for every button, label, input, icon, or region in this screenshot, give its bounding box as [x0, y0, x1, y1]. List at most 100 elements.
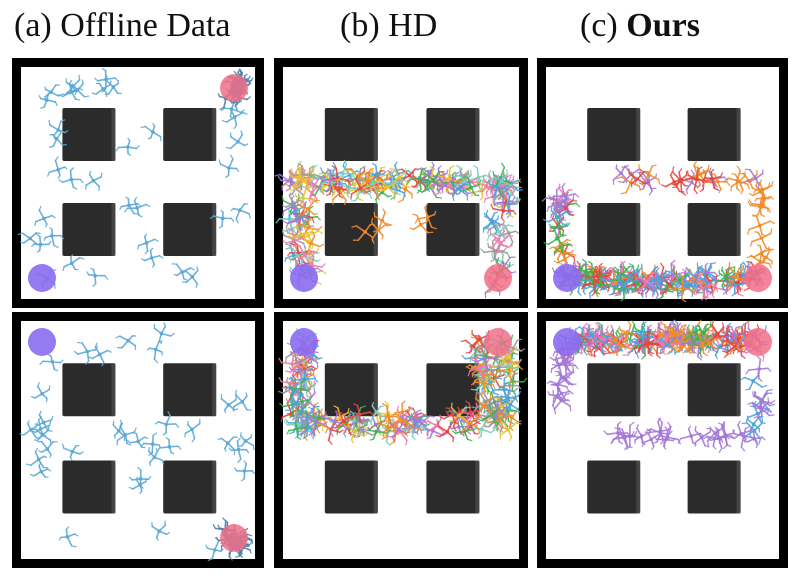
- robot-trajectory-sample: [156, 437, 182, 455]
- robot-trajectory-sample: [747, 214, 776, 237]
- robot-trajectory-sample: [379, 415, 399, 440]
- column-title-hd: (b) HD: [340, 2, 437, 50]
- robot-trajectory-sample: [500, 392, 520, 415]
- robot-trajectory-sample: [351, 223, 375, 242]
- robot-trajectory-sample: [346, 403, 375, 425]
- robot-trajectory-sample: [699, 333, 724, 350]
- robot-trajectory-sample: [493, 190, 516, 213]
- robot-trajectory-sample: [154, 410, 180, 436]
- robot-trajectory-sample: [43, 227, 64, 249]
- robot-trajectory-sample: [347, 420, 369, 444]
- obstacle-block: [163, 108, 217, 161]
- robot-trajectory-sample: [136, 233, 159, 255]
- obstacle-block: [426, 203, 480, 256]
- robot-trajectory-sample: [496, 348, 521, 365]
- robot-trajectory-sample: [153, 322, 175, 345]
- robot-trajectory-sample: [184, 418, 201, 443]
- robot-trajectory-sample: [435, 175, 459, 192]
- robot-trajectory-sample: [30, 382, 51, 403]
- robot-trajectory-sample: [182, 266, 199, 288]
- obstacle-block: [163, 203, 217, 256]
- robot-trajectory-sample: [546, 372, 570, 399]
- obstacles: [62, 108, 217, 256]
- start-marker: [28, 264, 56, 292]
- robot-trajectory-sample: [615, 421, 644, 450]
- robot-trajectory-sample: [634, 424, 652, 446]
- robot-trajectory-sample: [754, 187, 774, 210]
- robot-trajectory-sample: [37, 440, 58, 458]
- robot-trajectory-sample: [589, 272, 613, 298]
- robot-trajectory-sample: [47, 156, 68, 179]
- robot-trajectory-sample: [91, 80, 112, 98]
- maze-frame: [12, 58, 264, 308]
- robot-trajectory-sample: [221, 107, 248, 129]
- obstacle-block: [687, 460, 741, 514]
- robot-trajectory-sample: [666, 324, 692, 350]
- robot-trajectory-sample: [225, 130, 249, 150]
- robot-trajectory-sample: [369, 401, 387, 427]
- robot-trajectory-sample: [126, 431, 149, 449]
- robot-trajectory-sample: [296, 199, 321, 216]
- robot-trajectory-sample: [747, 396, 775, 419]
- obstacle-block: [324, 108, 378, 161]
- obstacle-block: [62, 460, 116, 514]
- obstacle-block: [324, 363, 378, 417]
- obstacles: [587, 108, 741, 256]
- robot-trajectory-sample: [61, 443, 84, 461]
- obstacle-block: [426, 460, 480, 514]
- obstacle-block: [587, 108, 641, 161]
- robot-trajectory-sample: [146, 340, 164, 364]
- column-title-name: Offline Data: [60, 7, 231, 44]
- robot-trajectory-sample: [220, 393, 239, 414]
- obstacle-block: [687, 203, 741, 256]
- robot-trajectory-sample: [39, 354, 64, 372]
- robot-trajectory-sample: [482, 209, 499, 236]
- robot-trajectory-sample: [399, 409, 428, 435]
- maze-panel-c-top: [537, 58, 788, 308]
- robot-trajectory-sample: [677, 425, 705, 445]
- start-marker: [553, 264, 581, 292]
- robot-trajectory-sample: [603, 421, 631, 445]
- robot-trajectory-sample: [635, 275, 657, 298]
- robot-trajectory-sample: [350, 175, 371, 200]
- obstacle-block: [324, 203, 378, 256]
- obstacles: [587, 363, 741, 514]
- obstacle-block: [324, 460, 378, 514]
- robot-trajectory-sample: [48, 129, 67, 148]
- robot-trajectory-sample: [104, 75, 122, 96]
- maze-panel-b-bottom: [274, 312, 528, 568]
- goal-marker: [744, 328, 772, 356]
- robot-trajectory-sample: [88, 342, 112, 367]
- robot-trajectory-sample: [119, 196, 142, 215]
- robot-trajectory-sample: [667, 272, 696, 303]
- robot-trajectory-sample: [658, 336, 676, 356]
- obstacle-block: [587, 363, 641, 417]
- robot-trajectory-sample: [494, 235, 514, 255]
- column-title-prefix: (b): [340, 7, 389, 44]
- robot-trajectory-sample: [542, 205, 570, 226]
- obstacle-block: [587, 460, 641, 514]
- robot-trajectory-sample: [294, 244, 319, 268]
- robot-trajectory-sample: [73, 341, 99, 365]
- column-title-name: HD: [388, 7, 438, 44]
- robot-trajectory-sample: [635, 271, 659, 293]
- robot-trajectory-sample: [638, 164, 661, 189]
- robot-trajectory-sample: [85, 170, 103, 192]
- robot-trajectory-sample: [31, 233, 52, 253]
- robot-trajectory-sample: [322, 410, 346, 437]
- robot-trajectory-sample: [367, 416, 392, 441]
- obstacle-block: [62, 203, 116, 256]
- robot-trajectory-sample: [549, 182, 580, 205]
- trajectory-samples: [274, 159, 524, 299]
- robot-trajectory-sample: [605, 332, 628, 352]
- goal-marker: [220, 74, 248, 102]
- robot-trajectory-sample: [289, 368, 319, 392]
- robot-trajectory-sample: [486, 219, 514, 241]
- robot-trajectory-sample: [458, 175, 482, 197]
- robot-trajectory-sample: [689, 273, 716, 299]
- robot-trajectory-sample: [679, 332, 702, 355]
- robot-trajectory-sample: [140, 123, 162, 142]
- obstacle-block: [687, 363, 741, 417]
- robot-trajectory-sample: [613, 265, 635, 283]
- robot-trajectory-sample: [217, 436, 239, 456]
